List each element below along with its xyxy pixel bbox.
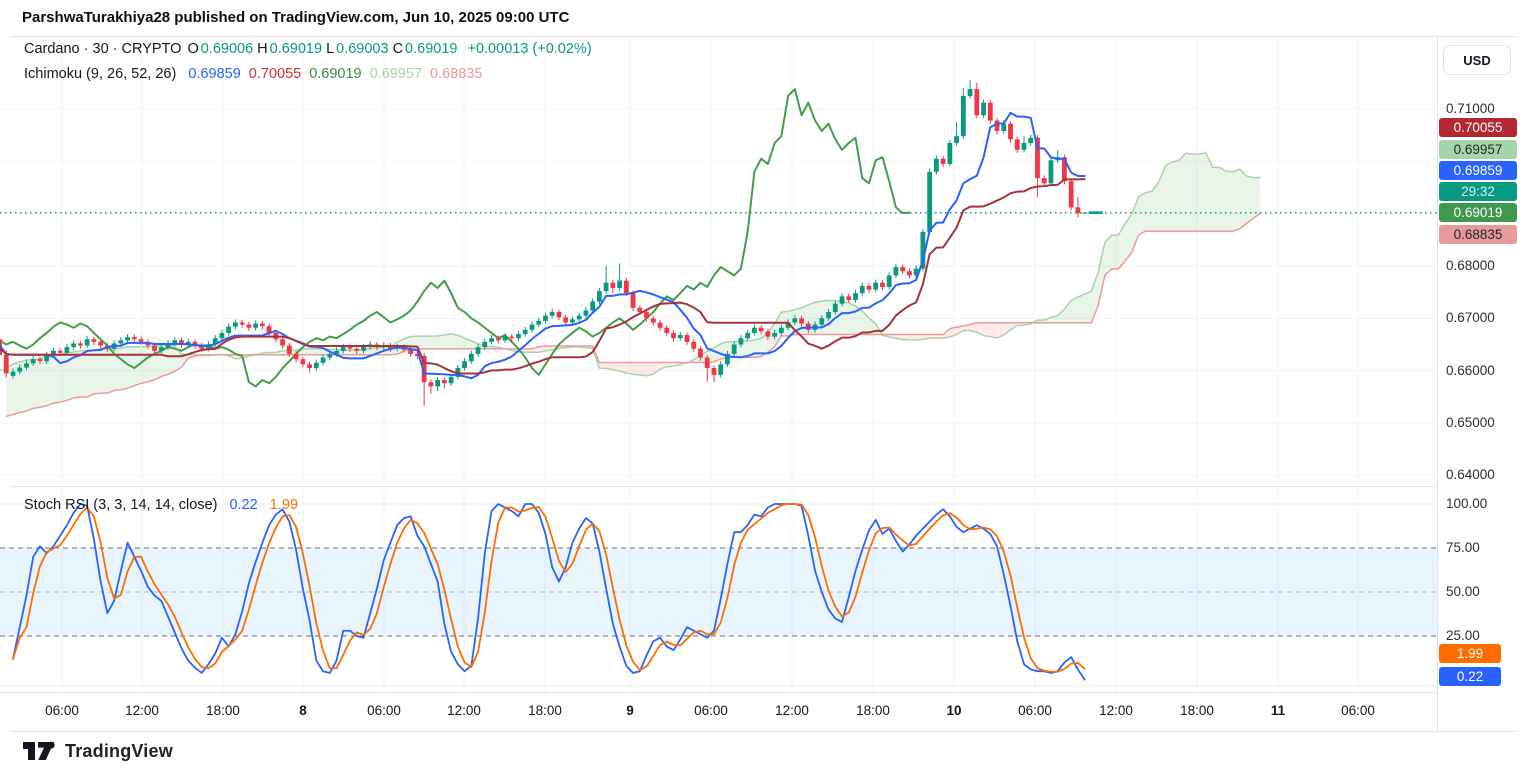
stoch-k-value: 0.22	[229, 497, 258, 513]
time-axis[interactable]: 06:00 12:00 18:00 8 06:00 12:00 18:00 9 06:00 12:…	[0, 692, 1437, 732]
time-label: 18:00	[528, 703, 562, 718]
senkou-a-price-label: 0.69957	[1439, 140, 1517, 159]
ohlc-h: H 0.69019	[257, 41, 323, 57]
main-chart-pane[interactable]	[0, 37, 1437, 486]
ohlc-o: O 0.69006	[187, 41, 254, 57]
ichimoku-legend[interactable]: Ichimoku (9, 26, 52, 26) 0.69859 0.70055 0…	[24, 66, 486, 82]
tenkan-price-label: 0.69859	[1439, 161, 1517, 180]
stoch-d-value: 1.99	[269, 497, 298, 513]
time-label: 18:00	[1180, 703, 1214, 718]
bar-countdown: 29:32	[1439, 182, 1517, 201]
pane-separator[interactable]	[10, 486, 1437, 487]
ohlc-l: L 0.69003	[326, 41, 389, 57]
time-label-day: 10	[946, 703, 962, 718]
time-label: 06:00	[367, 703, 401, 718]
stoch-tick: 75.00	[1446, 540, 1480, 555]
last-price-label: 0.69019	[1439, 203, 1517, 222]
price-tick: 0.66000	[1446, 362, 1495, 378]
stoch-tick: 25.00	[1446, 628, 1480, 643]
stoch-k-label: 0.22	[1439, 667, 1501, 686]
senkou-b-price-label: 0.68835	[1439, 225, 1517, 244]
time-label: 12:00	[1099, 703, 1133, 718]
time-label-day: 11	[1270, 703, 1286, 718]
price-tick: 0.64000	[1446, 467, 1495, 483]
ichimoku-value: 0.69957	[369, 66, 423, 82]
published-header: ParshwaTurakhiya28 published on TradingV…	[22, 9, 570, 26]
currency-button[interactable]: USD	[1443, 45, 1511, 75]
time-label: 12:00	[775, 703, 809, 718]
ichimoku-value: 0.69859	[188, 66, 241, 82]
chart-frame-bottom	[10, 731, 1517, 732]
stoch-title: Stoch RSI (3, 3, 14, 14, close)	[24, 497, 218, 513]
ichimoku-value: 0.68835	[430, 66, 483, 82]
footer: TradingView	[22, 740, 173, 762]
tradingview-logo-text[interactable]: TradingView	[65, 740, 173, 761]
time-label: 12:00	[125, 703, 159, 718]
ichimoku-title: Ichimoku (9, 26, 52, 26)	[24, 66, 177, 82]
tradingview-logo-icon[interactable]	[22, 740, 56, 762]
time-label: 06:00	[694, 703, 728, 718]
price-tick: 0.67000	[1446, 310, 1495, 326]
price-tick: 0.68000	[1446, 257, 1495, 273]
price-tick: 0.71000	[1446, 101, 1495, 116]
time-label-day: 8	[299, 703, 307, 718]
stoch-tick: 100.00	[1446, 496, 1488, 511]
stoch-rsi-pane[interactable]	[0, 486, 1437, 692]
ohlc-values: O 0.69006 H 0.69019 L 0.69003 C 0.69019	[187, 41, 461, 57]
kijun-price-label: 0.70055	[1439, 118, 1517, 137]
ohlc-c: C 0.69019	[392, 41, 458, 57]
price-tick: 0.65000	[1446, 414, 1495, 430]
time-label: 18:00	[206, 703, 240, 718]
time-label: 06:00	[1018, 703, 1052, 718]
ichimoku-value: 0.69019	[309, 66, 362, 82]
symbol-title: Cardano · 30 · CRYPTO	[24, 41, 182, 57]
time-label: 06:00	[45, 703, 79, 718]
time-label: 18:00	[856, 703, 890, 718]
stoch-d-label: 1.99	[1439, 644, 1501, 663]
time-label: 12:00	[447, 703, 481, 718]
time-label: 06:00	[1341, 703, 1375, 718]
price-axis[interactable]: USD 0.71000 0.68000 0.67000 0.66000 0.65000 0…	[1437, 37, 1524, 731]
stoch-legend[interactable]: Stoch RSI (3, 3, 14, 14, close) 0.22 1.9…	[24, 497, 300, 513]
ichimoku-values: 0.69859 0.70055 0.69019 0.69957 0.68835	[182, 66, 484, 82]
stoch-tick: 50.00	[1446, 584, 1480, 599]
change-value: +0.00013 (+0.02%)	[467, 41, 592, 57]
chart-frame-top	[10, 36, 1517, 37]
ichimoku-value: 0.70055	[248, 66, 302, 82]
symbol-legend[interactable]: Cardano · 30 · CRYPTO O 0.69006 H 0.69019 L 0…	[24, 41, 594, 57]
time-label-day: 9	[626, 703, 634, 718]
